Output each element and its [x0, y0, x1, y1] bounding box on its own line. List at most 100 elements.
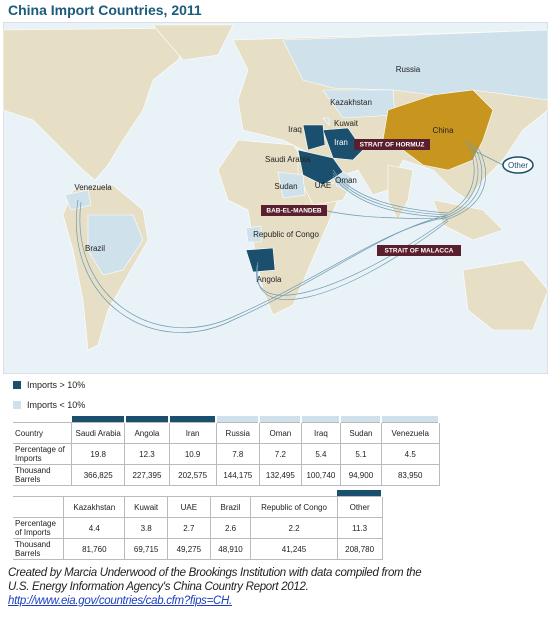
map-label: Iran: [334, 138, 348, 147]
map-label: Sudan: [274, 182, 297, 191]
credit-link[interactable]: http://www.eia.gov/countries/cab.cfm?fip…: [8, 595, 232, 607]
cell: 7.8: [215, 443, 260, 465]
cell: 12.3: [124, 443, 170, 465]
cell: Kuwait: [124, 496, 168, 518]
strait-box: [354, 139, 430, 150]
bar-cell: [337, 490, 383, 497]
cell: 81,760: [63, 538, 126, 560]
map-label: China: [433, 126, 454, 135]
cell: 69,715: [124, 538, 168, 560]
cell: 2.2: [250, 517, 338, 539]
cell: 83,950: [380, 464, 440, 486]
cell: 2.6: [209, 517, 252, 539]
row-label: Country: [13, 422, 72, 444]
map-label: UAE: [315, 181, 331, 190]
map-label: Angola: [257, 275, 282, 284]
bar-cell: [259, 416, 303, 423]
table-row: Percentage of Imports 19.8 12.3 10.9 7.8 7.2 5…: [13, 443, 440, 465]
row-label: Percentage of Imports: [13, 443, 72, 465]
map: Russia Kazakhstan Kuwait Iraq Iran China…: [3, 22, 548, 374]
cell: 5.4: [300, 443, 341, 465]
map-label: Russia: [396, 65, 421, 74]
cell: 144,175: [215, 464, 260, 486]
cell: 227,395: [124, 464, 170, 486]
cell: 48,910: [209, 538, 252, 560]
row-label: Percentage of Imports: [13, 517, 65, 539]
strait-label: STRAIT OF MALACCA: [385, 248, 454, 255]
map-label: Other: [508, 161, 528, 170]
cell: UAE: [166, 496, 211, 518]
cell: Saudi Arabia: [70, 422, 126, 444]
strait-label: BAB-EL-MANDEB: [266, 208, 322, 215]
map-label: Saudi Arabia: [265, 155, 311, 164]
legend-label: Imports < 10%: [27, 400, 86, 410]
cell: 19.8: [70, 443, 126, 465]
cell: Republic of Congo: [250, 496, 338, 518]
cell: 4.4: [63, 517, 126, 539]
cell: Sudan: [339, 422, 382, 444]
table-row: Percentage of Imports 4.4 3.8 2.7 2.6 2.2 11.3: [13, 517, 383, 539]
other-badge: [502, 156, 534, 174]
cell: Russia: [215, 422, 260, 444]
import-table: Kazakhstan Kuwait UAE Brazil Republic of Con…: [13, 490, 383, 560]
cell: 2.7: [166, 517, 211, 539]
cell: 41,245: [250, 538, 338, 560]
map-label: Iraq: [288, 125, 302, 134]
row-label: Thousand Barrels: [13, 464, 72, 486]
cell: 4.5: [380, 443, 440, 465]
cell: 49,275: [166, 538, 211, 560]
cell: 5.1: [339, 443, 382, 465]
header-bar: [13, 490, 383, 497]
cell: 7.2: [258, 443, 302, 465]
cell: Kazakhstan: [63, 496, 126, 518]
bar-cell: [301, 416, 342, 423]
bar-cell: [71, 416, 126, 423]
map-label: Kazakhstan: [330, 98, 372, 107]
legend-label: Imports > 10%: [27, 380, 86, 390]
cell: Iraq: [300, 422, 341, 444]
bar-cell: [169, 416, 218, 423]
cell: Brazil: [209, 496, 252, 518]
legend-swatch: [13, 401, 21, 409]
map-label: Kuwait: [334, 119, 359, 128]
cell: Iran: [168, 422, 217, 444]
cell: 132,495: [258, 464, 302, 486]
credit: Created by Marcia Underwood of the Brook…: [8, 566, 428, 608]
map-label: Oman: [335, 176, 357, 185]
cell: 3.8: [124, 517, 168, 539]
import-table: Country Saudi Arabia Angola Iran Russia Oman I…: [13, 416, 440, 486]
legend-swatch: [13, 381, 21, 389]
table-row: Thousand Barrels 366,825 227,395 202,575 144…: [13, 464, 440, 486]
cell: Oman: [258, 422, 302, 444]
strait-box: [377, 245, 461, 256]
legend-item: Imports < 10%: [13, 400, 85, 410]
row-label: Thousand Barrels: [13, 538, 65, 560]
cell: 94,900: [339, 464, 382, 486]
bar-cell: [381, 416, 440, 423]
bar-cell: [216, 416, 261, 423]
cell: 11.3: [336, 517, 383, 539]
cell: Other: [336, 496, 383, 518]
cell: 366,825: [70, 464, 126, 486]
title: China Import Countries, 2011: [8, 2, 202, 18]
table-row: Thousand Barrels 81,760 69,715 49,275 48,910…: [13, 538, 383, 560]
cell: 100,740: [300, 464, 341, 486]
cell: 10.9: [168, 443, 217, 465]
credit-text: Created by Marcia Underwood of the Brook…: [8, 567, 422, 593]
map-label: Venezuela: [74, 183, 112, 192]
row-label: [13, 496, 65, 518]
cell: Venezuela: [380, 422, 440, 444]
cell: 202,575: [168, 464, 217, 486]
header-bar: [13, 416, 440, 423]
legend-item: Imports > 10%: [13, 380, 85, 390]
strait-box: [261, 205, 327, 216]
bar-cell: [124, 416, 171, 423]
strait-label: STRAIT OF HORMUZ: [360, 142, 425, 149]
map-label: Brazil: [85, 244, 105, 253]
cell: 208,780: [336, 538, 383, 560]
table-row: Country Saudi Arabia Angola Iran Russia Oman I…: [13, 422, 440, 444]
map-label: Republic of Congo: [253, 230, 319, 239]
bar-cell: [340, 416, 383, 423]
table-row: Kazakhstan Kuwait UAE Brazil Republic of Con…: [13, 496, 383, 518]
